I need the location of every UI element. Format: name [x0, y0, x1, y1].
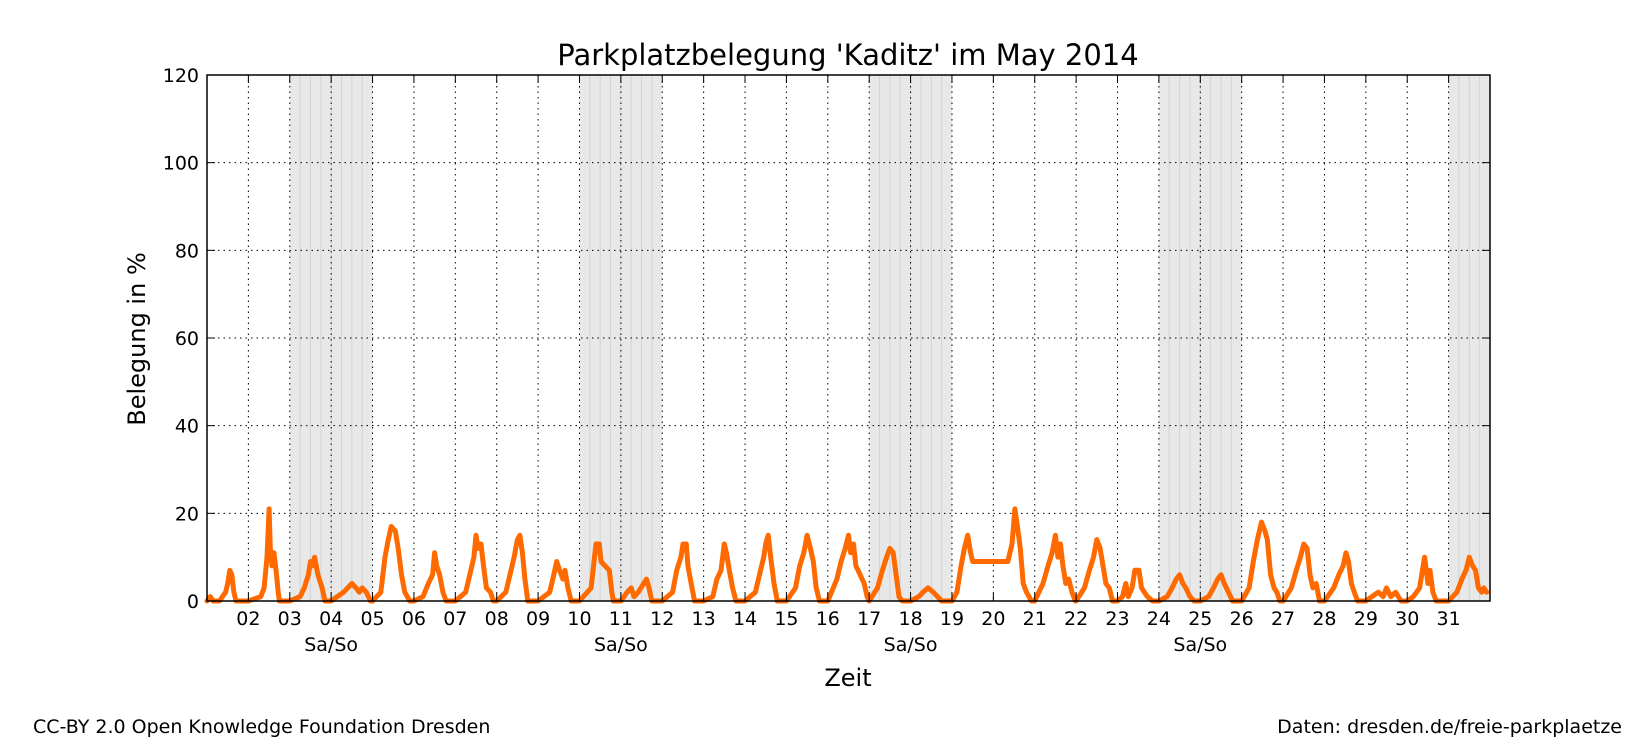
x-tick-label: 15 — [774, 608, 798, 630]
series-line — [204, 506, 1490, 604]
y-tick-label: 60 — [175, 328, 199, 350]
x-tick-label: 21 — [1023, 608, 1047, 630]
grid-lines — [207, 75, 1490, 601]
x-tick-label: 19 — [940, 608, 964, 630]
x-tick-label: 24 — [1147, 608, 1171, 630]
x-tick-label: 09 — [526, 608, 550, 630]
x-tick-label: 07 — [443, 608, 467, 630]
y-tick-label: 80 — [175, 240, 199, 262]
x-tick-label: 17 — [857, 608, 881, 630]
chart-title: Parkplatzbelegung 'Kaditz' im May 2014 — [557, 38, 1138, 72]
x-tick-label: 13 — [692, 608, 716, 630]
license-footer: CC-BY 2.0 Open Knowledge Foundation Dres… — [33, 716, 491, 738]
x-tick-label: 26 — [1230, 608, 1254, 630]
x-tick-label: 05 — [360, 608, 384, 630]
x-tick-label: 04 — [319, 608, 343, 630]
x-tick-label: 08 — [485, 608, 509, 630]
x-axis-label: Zeit — [824, 664, 871, 692]
x-tick-label: 10 — [567, 608, 591, 630]
data-source-footer: Daten: dresden.de/freie-parkplaetze — [1277, 716, 1622, 738]
x-tick-label: 28 — [1312, 608, 1336, 630]
x-tick-label: 11 — [609, 608, 633, 630]
y-tick-label: 20 — [175, 503, 199, 525]
x-tick-label: 22 — [1064, 608, 1088, 630]
x-tick-label: 18 — [898, 608, 922, 630]
series-layer — [204, 506, 1490, 604]
x-tick-label: 27 — [1271, 608, 1295, 630]
y-tick-label: 0 — [187, 591, 199, 613]
x-tick-label: 25 — [1188, 608, 1212, 630]
x-tick-label: 12 — [650, 608, 674, 630]
x-tick-label: 23 — [1105, 608, 1129, 630]
x-tick-label: 29 — [1354, 608, 1378, 630]
axis-ticks: 0 20 40 60 80 100 120 02 03 04 05 06 07 08 09 10 11 12 13 1… — [163, 65, 1490, 656]
x-tick-label: 30 — [1395, 608, 1419, 630]
y-tick-label: 40 — [175, 416, 199, 438]
weekend-label: Sa/So — [1173, 634, 1227, 656]
weekend-label: Sa/So — [884, 634, 938, 656]
y-axis-label: Belegung in % — [123, 252, 151, 426]
x-tick-label: 06 — [402, 608, 426, 630]
x-tick-label: 31 — [1437, 608, 1461, 630]
x-tick-label: 03 — [278, 608, 302, 630]
weekend-label: Sa/So — [304, 634, 358, 656]
y-tick-label: 120 — [163, 65, 199, 87]
x-tick-label: 02 — [236, 608, 260, 630]
y-tick-label: 100 — [163, 153, 199, 175]
weekend-label: Sa/So — [594, 634, 648, 656]
x-tick-label: 20 — [981, 608, 1005, 630]
x-tick-label: 14 — [733, 608, 757, 630]
plot-area-frame — [206, 74, 1491, 602]
x-tick-label: 16 — [816, 608, 840, 630]
